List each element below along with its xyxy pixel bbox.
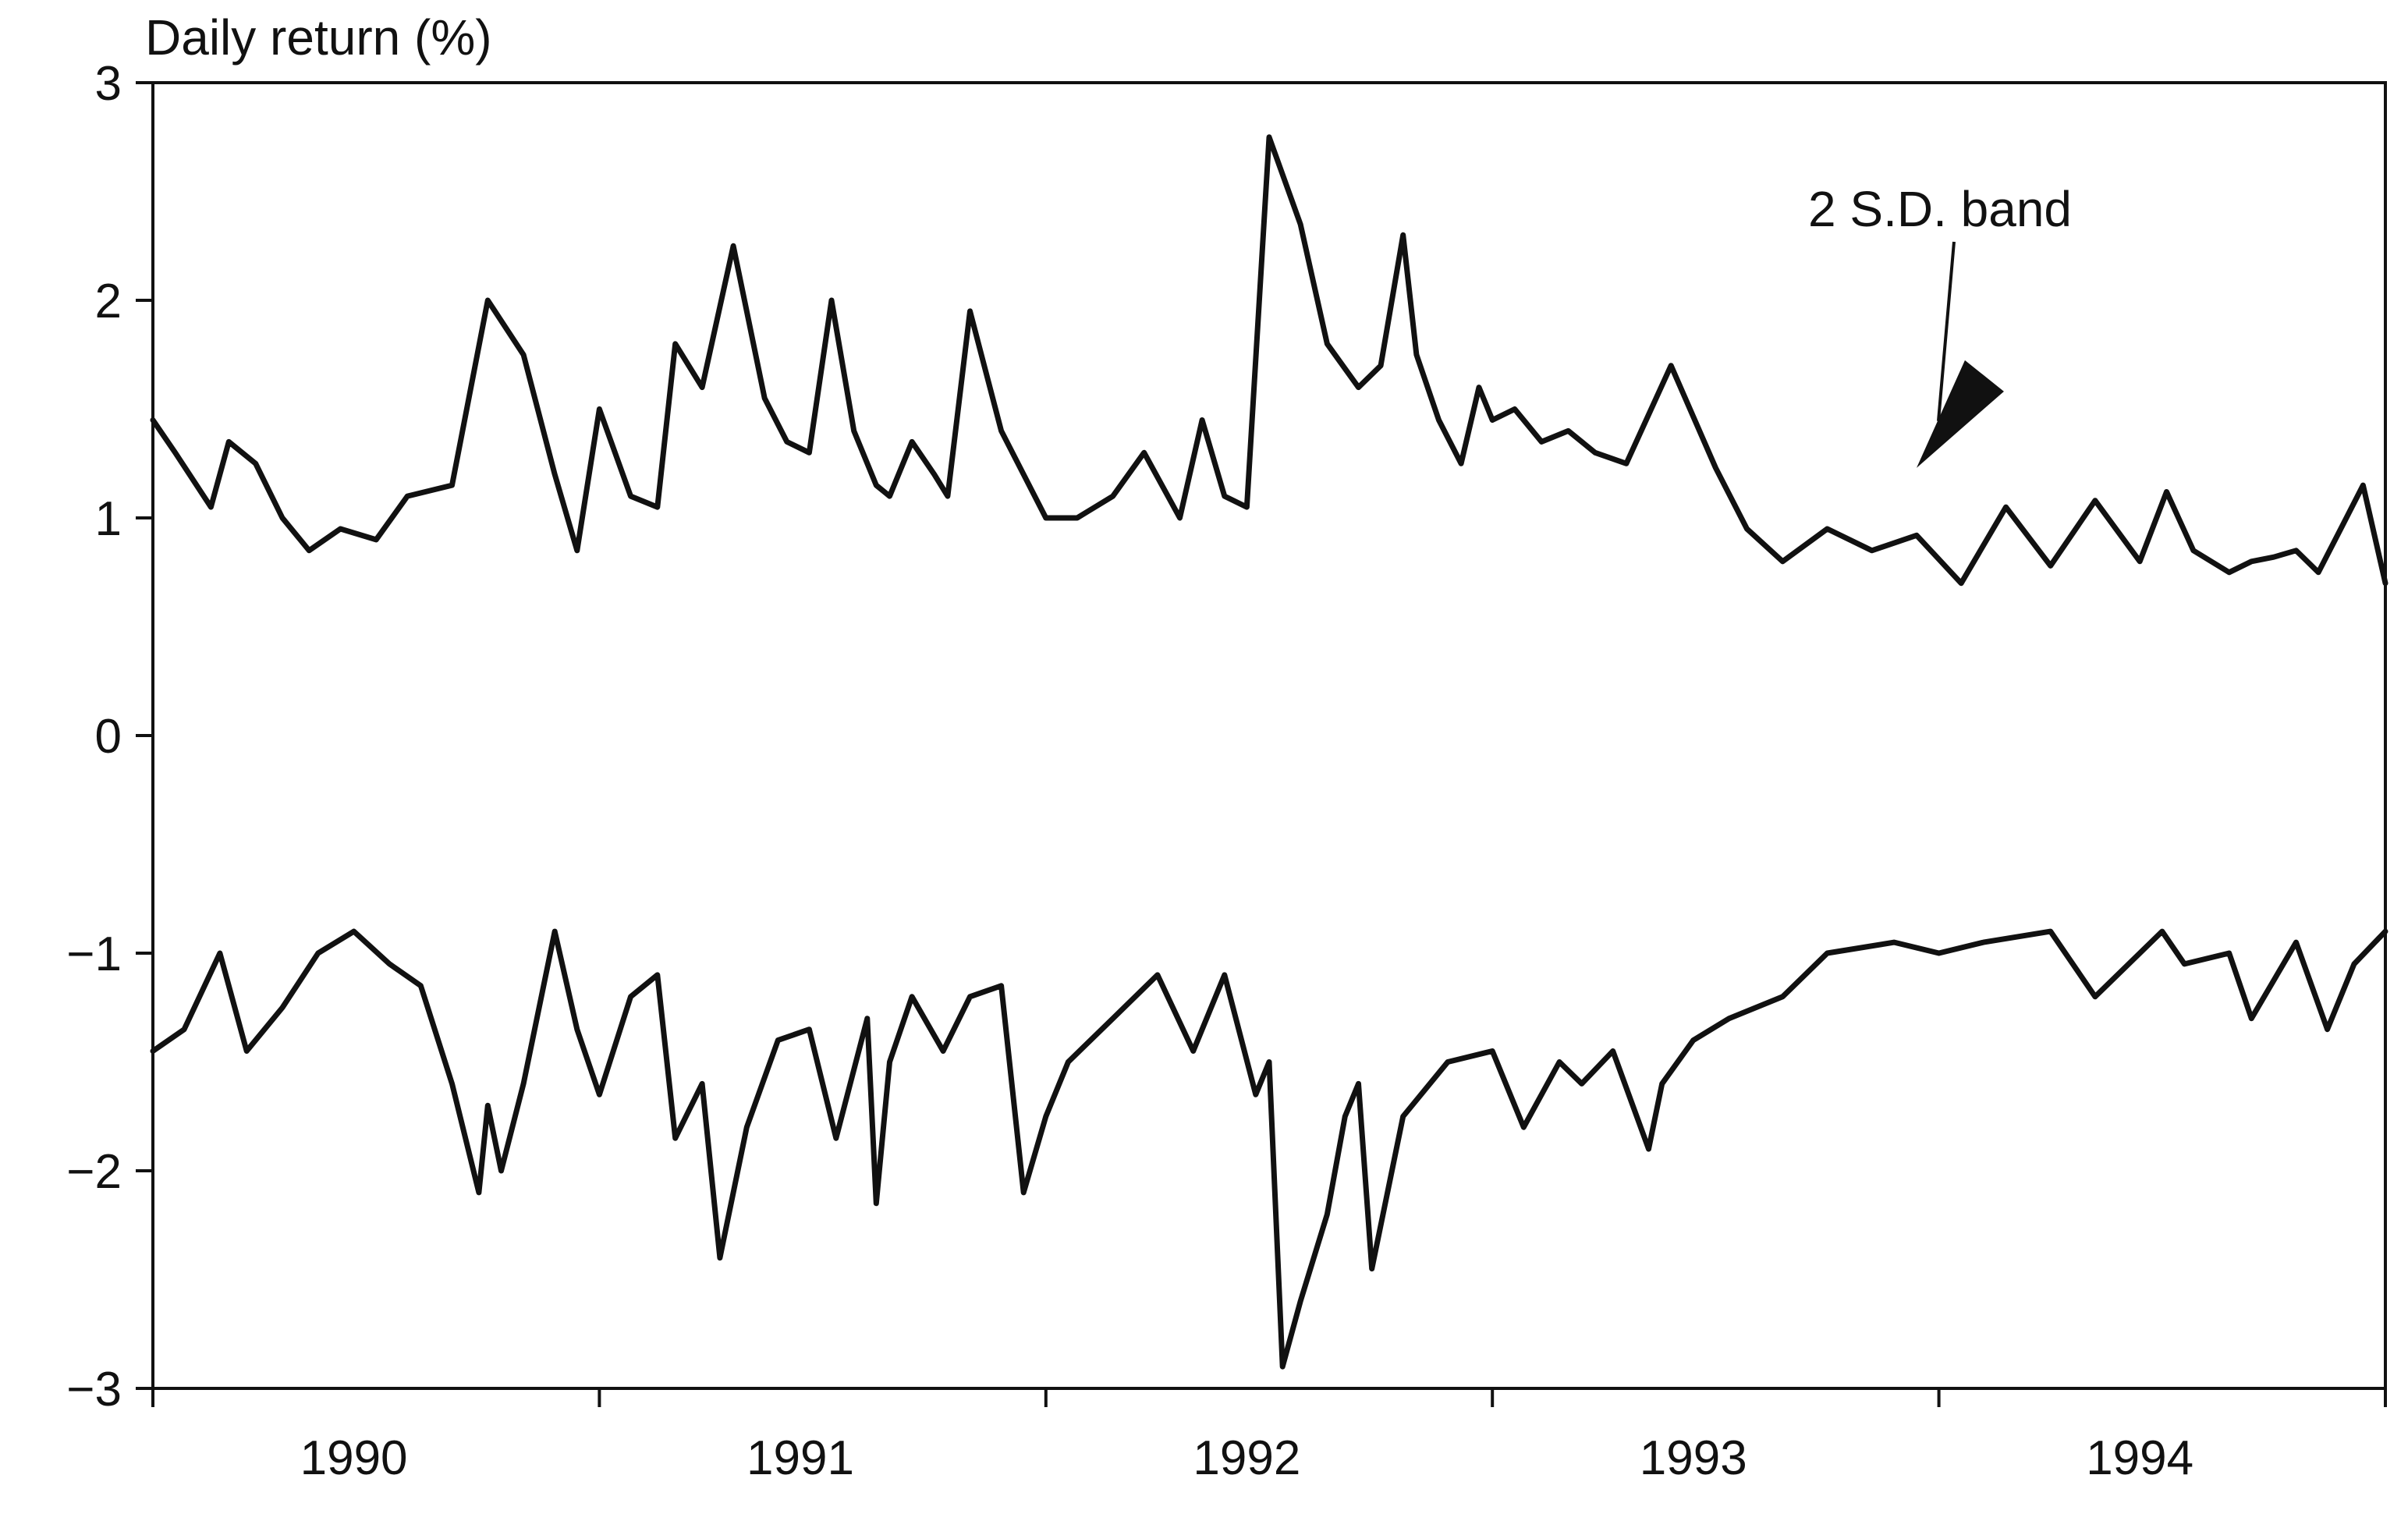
annotation: 2 S.D. band <box>1808 181 2072 468</box>
plot-frame <box>151 81 2387 1390</box>
annotation-label: 2 S.D. band <box>1808 181 2072 237</box>
y-tick-label: 3 <box>95 57 122 111</box>
y-axis-title: Daily return (%) <box>145 9 492 66</box>
annotation-arrow-line <box>1936 241 1956 422</box>
x-tick-label: 1991 <box>747 1431 854 1485</box>
x-tick-label: 1992 <box>1193 1431 1300 1485</box>
y-tick-label: 2 <box>95 275 122 328</box>
y-tick-label: 1 <box>95 492 122 546</box>
y-tick-label: −3 <box>66 1363 122 1416</box>
upper-band-line <box>150 134 2388 587</box>
y-tick-label: 0 <box>95 710 122 764</box>
x-tick-label: 1993 <box>1640 1431 1747 1485</box>
y-tick-label: −2 <box>66 1145 122 1199</box>
x-axis: 1990 1991 1992 1993 1994 <box>151 1388 2387 1485</box>
series-layer <box>150 134 2388 1370</box>
x-tick-label: 1990 <box>300 1431 408 1485</box>
x-tick-label: 1994 <box>2086 1431 2193 1485</box>
annotation-arrow-head <box>1916 360 2004 468</box>
y-tick-label: −1 <box>66 927 122 981</box>
lower-band-line <box>150 928 2388 1370</box>
y-axis: 3 2 1 0 −1 −2 −3 <box>66 57 153 1416</box>
